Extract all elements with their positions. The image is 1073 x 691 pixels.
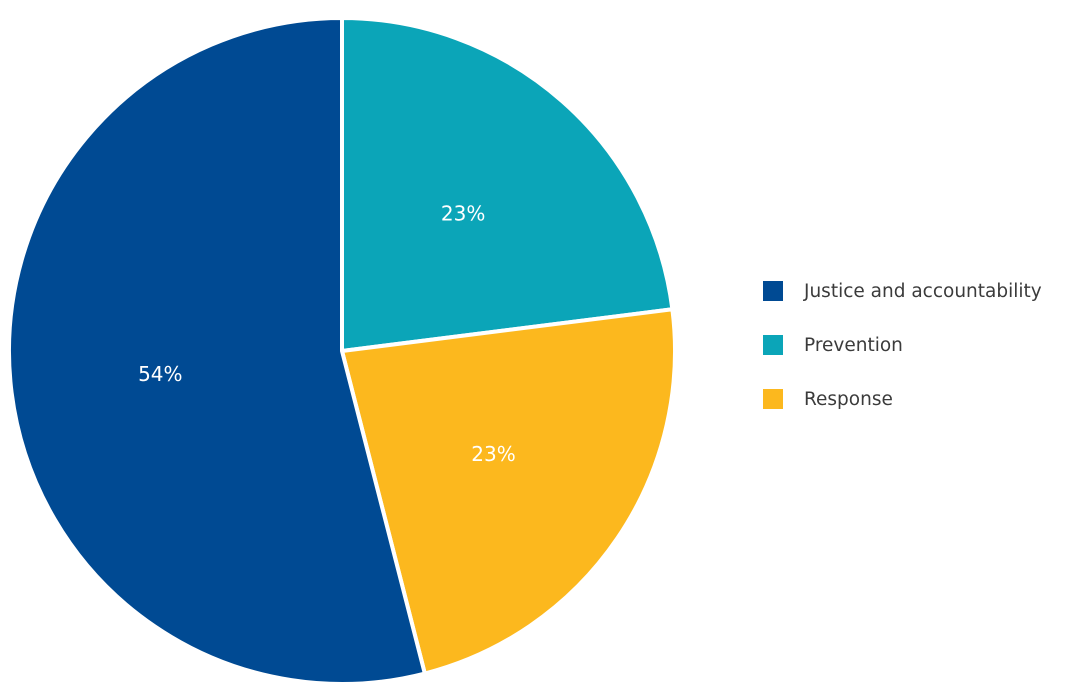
legend-item-prevention: Prevention [763, 334, 1068, 356]
legend-swatch [763, 389, 783, 409]
pie-slice-response [340, 307, 677, 676]
slice-label-justice-and-accountability: 54% [138, 362, 182, 386]
pie-slice-justice-and-accountability [7, 16, 427, 686]
legend: Justice and accountability Prevention Resp… [763, 280, 1068, 442]
slice-label-response: 23% [471, 442, 515, 466]
legend-label: Response [804, 388, 893, 410]
legend-item-response: Response [763, 388, 1068, 410]
legend-label: Prevention [804, 334, 903, 356]
pie-slice-prevention [340, 16, 675, 353]
legend-swatch [763, 335, 783, 355]
pie-chart: 23% 23% 54% [7, 16, 677, 686]
legend-item-justice-and-accountability: Justice and accountability [763, 280, 1068, 302]
legend-label: Justice and accountability [804, 280, 1042, 302]
legend-swatch [763, 281, 783, 301]
slice-label-prevention: 23% [441, 202, 485, 226]
